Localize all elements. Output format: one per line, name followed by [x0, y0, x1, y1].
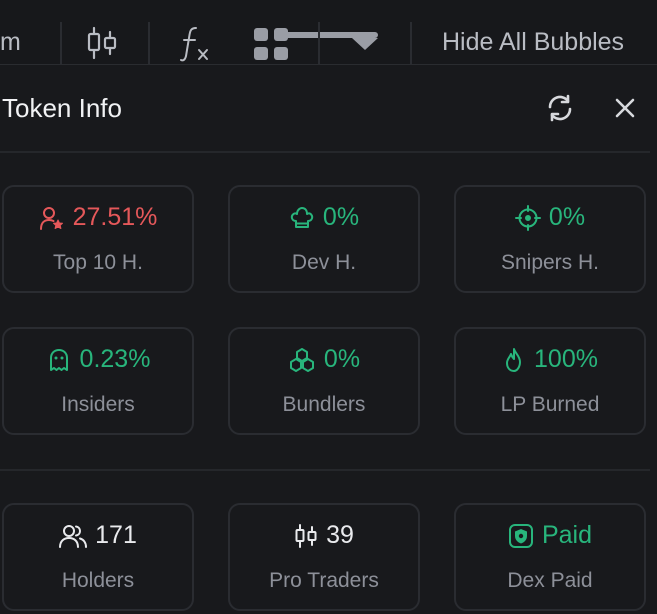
- candlestick-icon[interactable]: [86, 24, 118, 67]
- stat-card-lp-burned[interactable]: 100% LP Burned: [454, 327, 646, 435]
- header-divider: [0, 151, 650, 153]
- toolbar-divider: [148, 22, 150, 64]
- user-star-icon: [39, 206, 63, 230]
- shield-badge-icon: [508, 523, 533, 548]
- stat-label: Pro Traders: [269, 569, 379, 592]
- stat-label: Snipers H.: [500, 251, 600, 274]
- stat-card-snipers-holdings[interactable]: 0% Snipers H.: [454, 185, 646, 293]
- toolbar-divider: [318, 22, 320, 64]
- slider-bar[interactable]: [274, 30, 378, 59]
- toolbar-divider: [410, 22, 412, 64]
- stat-label: Dex Paid: [507, 569, 593, 592]
- ghost-icon: [49, 348, 68, 371]
- stat-card-pro-traders[interactable]: 39 Pro Traders: [228, 503, 420, 611]
- boxes-icon: [289, 347, 314, 372]
- stat-card-top10-holders[interactable]: 27.51% Top 10 H.: [2, 185, 194, 293]
- token-info-panel: Token Info 27.51% Top 10 H.: [0, 64, 657, 614]
- stat-card-dex-paid[interactable]: Paid Dex Paid: [454, 503, 646, 611]
- stat-value: 0%: [323, 345, 361, 373]
- close-icon[interactable]: [610, 93, 640, 123]
- stat-value: 39: [326, 521, 354, 549]
- chef-hat-icon: [290, 206, 314, 228]
- stat-label: Bundlers: [282, 393, 366, 416]
- stat-card-dev-holdings[interactable]: 0% Dev H.: [228, 185, 420, 293]
- stat-label: Dev H.: [291, 251, 357, 274]
- stat-value: 0%: [548, 203, 586, 231]
- stat-value: Paid: [541, 521, 593, 549]
- panel-title: Token Info: [2, 93, 122, 123]
- flame-icon: [506, 347, 522, 372]
- stat-value: 171: [95, 521, 137, 549]
- stat-label: Top 10 H.: [53, 251, 143, 274]
- stat-label: Holders: [61, 569, 135, 592]
- candlestick-icon: [295, 523, 317, 548]
- refresh-icon[interactable]: [545, 93, 575, 123]
- hide-all-bubbles-button[interactable]: Hide All Bubbles: [442, 28, 625, 56]
- users-icon: [59, 524, 88, 548]
- stat-value: 0%: [322, 203, 360, 231]
- stat-card-holders[interactable]: 171 Holders: [2, 503, 194, 611]
- chart-toolbar: m Hide All Bubbles: [0, 0, 657, 64]
- layout-grid-icon[interactable]: [254, 28, 290, 67]
- stat-value: 0.23%: [79, 345, 151, 373]
- stat-value: 27.51%: [72, 203, 158, 231]
- function-icon[interactable]: [178, 24, 212, 69]
- stat-label: LP Burned: [500, 393, 600, 416]
- stat-label: Insiders: [61, 393, 135, 416]
- toolbar-divider: [60, 22, 62, 64]
- stat-card-insiders[interactable]: 0.23% Insiders: [2, 327, 194, 435]
- stat-card-bundlers[interactable]: 0% Bundlers: [228, 327, 420, 435]
- section-divider: [0, 469, 650, 471]
- toolbar-truncated-text: m: [0, 28, 21, 56]
- crosshair-icon: [514, 204, 541, 231]
- stat-value: 100%: [534, 345, 598, 373]
